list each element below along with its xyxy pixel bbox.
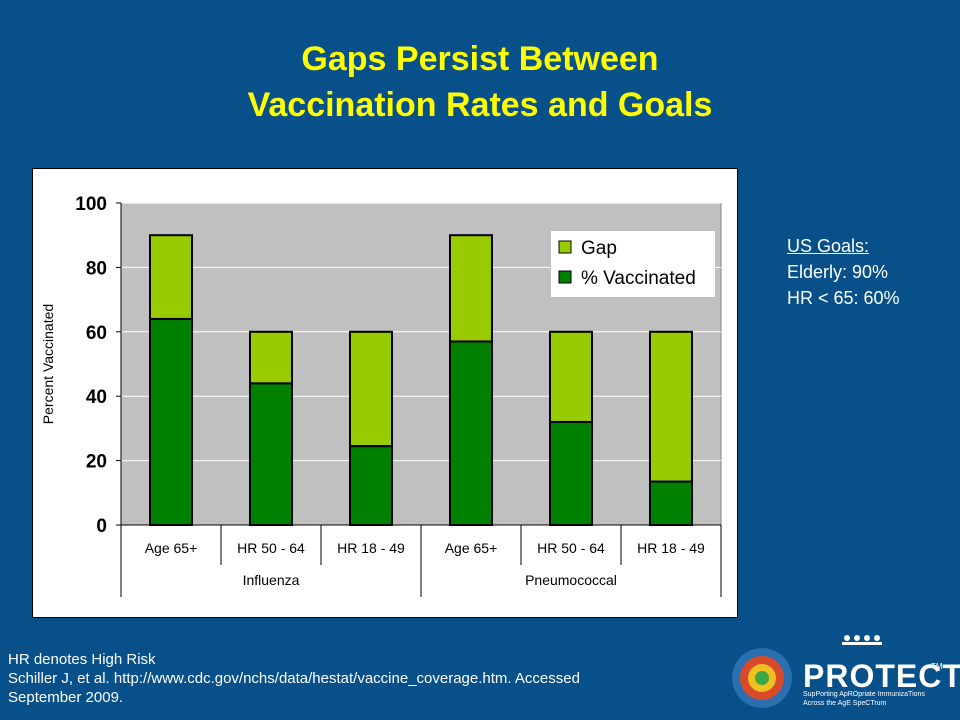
y-tick-label: 40 (86, 387, 107, 408)
goal-high-risk: HR < 65: 60% (787, 288, 900, 308)
legend-box (551, 231, 715, 297)
y-tick-label: 20 (86, 452, 107, 473)
bar-vaccinated (349, 445, 393, 526)
goals-title: US Goals: (787, 236, 870, 256)
footnote-citation: Schiller J, et al. http://www.cdc.gov/nc… (8, 670, 580, 687)
legend-swatch (558, 270, 572, 284)
x-group-label: Pneumococcal (525, 572, 617, 588)
bar-vaccinated (649, 480, 693, 526)
y-tick-label: 60 (86, 323, 107, 344)
bar-gap (549, 330, 593, 423)
logo-tagline-line-1: SupPorting ApROpriate ImmunizaTions (803, 691, 925, 698)
x-tick-label: HR 18 - 49 (337, 540, 405, 556)
x-tick-label: Age 65+ (445, 540, 498, 556)
vaccination-chart: 0 20 40 60 80 100 Percent Vaccinated Age 65+ HR … (40, 194, 722, 597)
footnote-hr-definition: HR denotes High Risk (8, 651, 156, 668)
x-group-label: Influenza (243, 572, 300, 588)
x-tick-label: HR 50 - 64 (537, 540, 605, 556)
footnote: HR denotes High Risk Schiller J, et al. … (8, 650, 728, 707)
x-tick-label: HR 18 - 49 (637, 540, 705, 556)
slide-title: Gaps Persist Between Vaccination Rates a… (0, 36, 960, 128)
bar-gap (349, 330, 393, 448)
bar-gap (249, 330, 293, 385)
logo-trademark: TM (931, 662, 943, 671)
title-line-1: Gaps Persist Between (301, 40, 659, 78)
logo-wordmark: PROTECT (803, 658, 960, 694)
y-tick-label: 80 (86, 258, 107, 279)
legend-swatch (558, 240, 572, 254)
legend-label: % Vaccinated (581, 268, 696, 289)
footnote-citation-date: September 2009. (8, 689, 124, 706)
logo-tagline: SupPorting ApROpriate ImmunizaTions Acro… (803, 690, 943, 708)
chart-area: 0 20 40 60 80 100 Percent Vaccinated Age 65+ HR … (32, 168, 738, 618)
bar-gap (449, 234, 493, 343)
protect-logo-icon (732, 635, 882, 708)
logo-tagline-line-2: Across the AgE SpeCTrum (803, 700, 887, 707)
bar-vaccinated (549, 420, 593, 527)
bar-gap (149, 234, 193, 320)
bar-vaccinated (449, 340, 493, 526)
y-tick-label: 0 (96, 516, 107, 537)
goal-elderly: Elderly: 90% (787, 262, 889, 282)
bar-vaccinated (149, 317, 193, 526)
y-tick-label: 100 (75, 194, 107, 215)
legend-label: Gap (581, 238, 617, 259)
title-line-2: Vaccination Rates and Goals (247, 86, 713, 124)
x-tick-label: HR 50 - 64 (237, 540, 305, 556)
us-goals-box: US Goals: Elderly: 90% HR < 65: 60% (787, 233, 900, 311)
bar-gap (649, 330, 693, 483)
bar-vaccinated (249, 382, 293, 526)
y-axis-label: Percent Vaccinated (40, 304, 56, 424)
x-tick-label: Age 65+ (145, 540, 198, 556)
